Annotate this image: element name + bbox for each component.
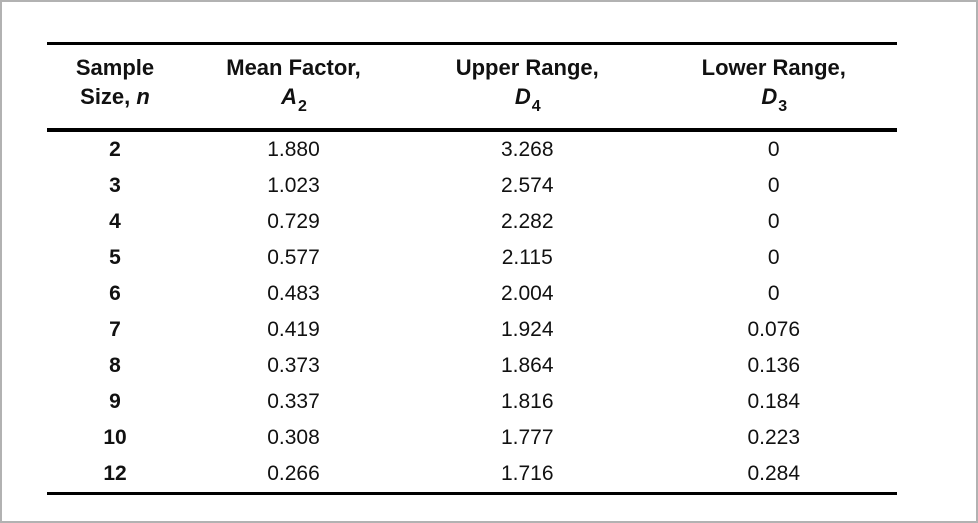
cell-mean-factor: 0.337	[267, 390, 320, 414]
header-line-1: Sample	[75, 55, 155, 80]
cell-mean-factor: 0.419	[267, 318, 320, 342]
header-line-2: A2	[183, 82, 404, 119]
table-body: 2 1.880 3.268 0 3 1.023 2.574 0 4 0.729 …	[47, 130, 897, 494]
cell-upper-range: 1.716	[500, 462, 554, 486]
cell-mean-factor: 0.577	[267, 246, 320, 270]
col-header-upper-range: Upper Range, D4	[404, 44, 651, 131]
cell-mean-factor: 1.023	[267, 174, 320, 198]
cell-upper-range: 1.777	[500, 426, 554, 450]
header-line-2: D4	[404, 82, 651, 119]
symbol-A: A	[281, 84, 297, 109]
cell-sample-size: 5	[109, 246, 121, 270]
cell-lower-range: 0	[767, 174, 780, 198]
cell-lower-range: 0.284	[747, 462, 801, 486]
cell-upper-range: 2.282	[500, 210, 554, 234]
cell-mean-factor: 0.308	[267, 426, 320, 450]
table-header: Sample Size, n Mean Factor, A2 Upper Ran…	[47, 44, 897, 131]
table-row: 8 0.373 1.864 0.136	[47, 348, 897, 384]
cell-sample-size: 7	[109, 318, 121, 342]
symbol-D4: D	[514, 84, 531, 109]
cell-sample-size: 8	[109, 354, 121, 378]
cell-sample-size: 3	[109, 174, 121, 198]
cell-mean-factor: 0.266	[267, 462, 320, 486]
cell-sample-size: 6	[109, 282, 121, 306]
table-row: 3 1.023 2.574 0	[47, 168, 897, 204]
cell-upper-range: 1.864	[500, 354, 554, 378]
symbol-n: n	[136, 84, 150, 109]
cell-mean-factor: 0.483	[267, 282, 320, 306]
header-line-2: Size, n	[47, 82, 183, 111]
cell-upper-range: 1.816	[500, 390, 554, 414]
table-row: 2 1.880 3.268 0	[47, 130, 897, 168]
cell-mean-factor: 1.880	[267, 138, 320, 162]
symbol-D3: D	[761, 84, 778, 109]
table-row: 12 0.266 1.716 0.284	[47, 456, 897, 494]
cell-sample-size: 4	[109, 210, 121, 234]
cell-sample-size: 2	[109, 138, 121, 162]
symbol-D4-subscript: 4	[531, 98, 541, 116]
table-row: 9 0.337 1.816 0.184	[47, 384, 897, 420]
cell-lower-range: 0.223	[747, 426, 801, 450]
header-line-1: Upper Range,	[455, 55, 599, 80]
cell-sample-size: 10	[103, 426, 127, 450]
symbol-A-subscript: 2	[297, 98, 307, 116]
table-row: 6 0.483 2.004 0	[47, 276, 897, 312]
symbol-D3-subscript: 3	[778, 98, 788, 116]
header-line-1: Lower Range,	[701, 55, 846, 80]
cell-lower-range: 0	[767, 138, 780, 162]
cell-lower-range: 0	[767, 246, 780, 270]
cell-upper-range: 2.115	[501, 246, 553, 270]
cell-lower-range: 0	[767, 210, 780, 234]
cell-lower-range: 0	[767, 282, 780, 306]
table-row: 4 0.729 2.282 0	[47, 204, 897, 240]
cell-upper-range: 3.268	[500, 138, 554, 162]
header-line-2: D3	[651, 82, 898, 119]
cell-mean-factor: 0.373	[267, 354, 320, 378]
cell-upper-range: 1.924	[500, 318, 554, 342]
cell-sample-size: 9	[109, 390, 121, 414]
header-line-1: Mean Factor,	[226, 55, 361, 80]
table-row: 5 0.577 2.115 0	[47, 240, 897, 276]
cell-lower-range: 0.136	[747, 354, 801, 378]
col-header-sample-size: Sample Size, n	[47, 44, 183, 131]
cell-mean-factor: 0.729	[267, 210, 320, 234]
table-row: 7 0.419 1.924 0.076	[47, 312, 897, 348]
cell-upper-range: 2.004	[500, 282, 554, 306]
col-header-lower-range: Lower Range, D3	[651, 44, 898, 131]
table-row: 10 0.308 1.777 0.223	[47, 420, 897, 456]
header-text: Size,	[80, 84, 137, 109]
control-chart-constants-table: Sample Size, n Mean Factor, A2 Upper Ran…	[47, 42, 897, 496]
cell-sample-size: 12	[103, 462, 127, 486]
cell-lower-range: 0.076	[747, 318, 801, 342]
col-header-mean-factor: Mean Factor, A2	[183, 44, 404, 131]
cell-lower-range: 0.184	[747, 390, 801, 414]
cell-upper-range: 2.574	[500, 174, 554, 198]
control-chart-constants-table-wrap: Sample Size, n Mean Factor, A2 Upper Ran…	[47, 42, 897, 496]
